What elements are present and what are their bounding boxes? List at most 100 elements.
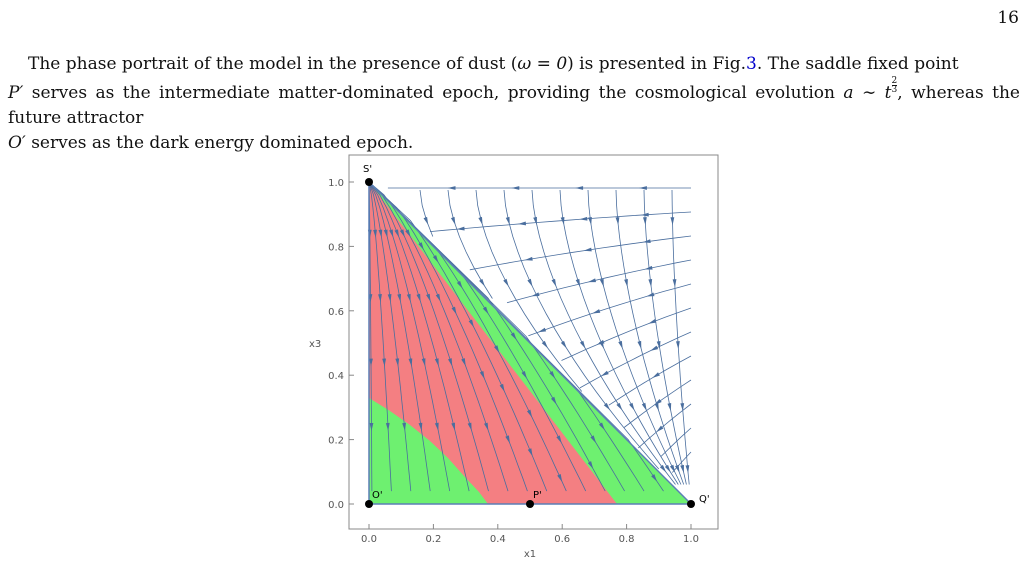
flow-arrow	[456, 280, 463, 289]
flow-arrow	[667, 402, 672, 412]
y-tick-label: 0.8	[328, 242, 344, 253]
x-tick-label: 0.2	[425, 534, 441, 545]
flow-arrow	[434, 358, 439, 367]
flow-arrow	[583, 247, 592, 252]
flow-arrow	[387, 293, 392, 303]
fixed-point-marker	[365, 500, 373, 508]
flow-arrow	[587, 461, 594, 470]
flow-arrow	[505, 435, 510, 444]
omega-equation: ω = 0	[517, 54, 568, 74]
flow-arrow	[618, 340, 623, 349]
upper-streamline	[469, 235, 692, 271]
flow-arrow	[426, 293, 431, 302]
y-tick-label: 0.0	[328, 500, 344, 511]
flow-arrow	[451, 422, 455, 431]
fixed-points: S' O' P' Q'	[363, 164, 710, 508]
plot-frame	[348, 154, 719, 530]
flow-arrow	[641, 402, 647, 411]
flow-arrow	[648, 279, 653, 288]
flow-arrow	[527, 448, 533, 457]
flow-arrow	[447, 186, 456, 190]
upper-streamline	[643, 189, 687, 485]
fixed-point-label: P'	[533, 490, 542, 501]
flow-arrow	[482, 306, 489, 315]
flow-arrow	[408, 358, 413, 367]
flow-arrow	[369, 358, 373, 367]
flow-arrow	[650, 345, 659, 351]
hypotenuse-line	[368, 181, 692, 505]
axis-ticks	[349, 181, 692, 529]
flow-arrow	[616, 402, 623, 411]
flow-arrow	[672, 279, 677, 288]
flow-arrow	[549, 371, 556, 379]
flow-arrow	[378, 294, 382, 303]
flow-arrow	[503, 278, 509, 287]
y-tick-label: 0.2	[328, 436, 344, 447]
flow-arrow	[629, 402, 635, 411]
flow-arrow	[416, 293, 421, 302]
flow-arrow	[524, 256, 533, 261]
flow-arrow	[432, 255, 439, 263]
flow-arrow	[648, 319, 657, 324]
flow-arrow	[551, 278, 557, 287]
flow-arrow	[527, 278, 533, 287]
flow-arrow	[656, 341, 661, 350]
flow-arrow	[603, 402, 611, 411]
flow-arrow	[599, 340, 605, 349]
flow-arrow	[643, 217, 647, 226]
flow-arrow	[494, 345, 500, 354]
flow-arrow	[680, 464, 684, 474]
upper-streamline	[615, 189, 685, 485]
flow-arrow	[521, 371, 528, 379]
flow-arrow	[389, 229, 394, 238]
flow-arrow	[560, 216, 565, 226]
flow-arrow	[511, 186, 520, 190]
upper-streamline	[561, 307, 692, 361]
flow-arrow	[652, 372, 660, 379]
flow-arrow	[579, 216, 588, 221]
inner-streamline	[368, 181, 606, 492]
flow-arrow	[394, 229, 400, 238]
fixed-point-label: O'	[372, 490, 383, 501]
flow-arrow	[588, 217, 592, 226]
flow-arrow	[467, 422, 472, 431]
fixed-point-label: Q'	[699, 494, 710, 505]
inner-streamline	[368, 181, 625, 492]
flow-arrow	[405, 229, 411, 238]
flow-arrow	[538, 327, 547, 333]
y-tick-label: 1.0	[328, 178, 344, 189]
upper-streamline	[531, 189, 676, 485]
flow-arrow	[499, 383, 505, 392]
x-tick-label: 0.6	[554, 534, 570, 545]
page-number: 16	[997, 8, 1019, 28]
flow-arrow	[557, 474, 563, 483]
flow-arrow	[383, 229, 388, 238]
flow-arrow	[587, 278, 597, 283]
upper-streamline	[608, 355, 692, 406]
o-prime-symbol: O′	[8, 133, 26, 153]
flow-arrow	[533, 216, 537, 226]
upper-streamline	[559, 189, 679, 485]
flow-arrow	[418, 422, 423, 431]
fixed-point-label: S'	[363, 164, 372, 175]
x-tick-label: 0.8	[619, 534, 635, 545]
flow-arrow	[397, 293, 402, 303]
flow-arrow	[526, 409, 533, 418]
inner-streamline	[368, 181, 567, 492]
flow-arrow	[646, 292, 655, 297]
fixed-point-marker	[365, 178, 373, 186]
flow-arrow	[556, 435, 562, 444]
flow-arrow	[517, 221, 527, 226]
flow-arrow	[669, 464, 676, 473]
figure-reference-link[interactable]: 3	[746, 54, 757, 74]
flow-arrow	[451, 306, 457, 315]
flow-arrow	[456, 226, 465, 231]
flow-arrow	[369, 422, 374, 431]
flow-arrow	[423, 216, 429, 225]
flow-arrow	[675, 464, 680, 473]
flow-arrow	[615, 217, 620, 226]
flow-arrow	[680, 403, 685, 412]
flow-arrow	[505, 216, 510, 226]
upper-streamline	[671, 189, 690, 485]
